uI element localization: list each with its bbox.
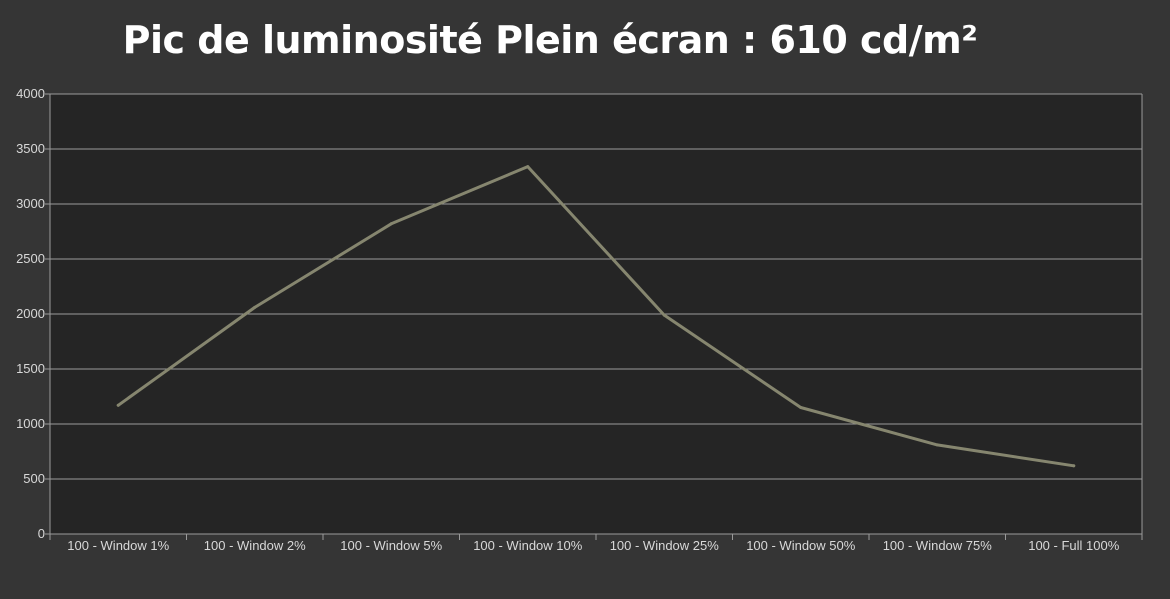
x-tick-label: 100 - Full 100% bbox=[1028, 538, 1119, 553]
x-tick-label: 100 - Window 1% bbox=[67, 538, 169, 553]
data-point bbox=[662, 313, 666, 317]
x-tick-label: 100 - Window 25% bbox=[610, 538, 720, 553]
y-tick-label: 1000 bbox=[16, 416, 45, 431]
y-tick-label: 2500 bbox=[16, 251, 45, 266]
data-point bbox=[389, 222, 393, 226]
x-tick-label: 100 - Window 75% bbox=[883, 538, 993, 553]
y-tick-label: 3000 bbox=[16, 196, 45, 211]
data-point bbox=[799, 406, 803, 409]
y-tick-label: 500 bbox=[23, 471, 45, 486]
series-line bbox=[116, 165, 1076, 468]
x-tick-label: 100 - Window 2% bbox=[204, 538, 306, 553]
y-tick-label: 3500 bbox=[16, 141, 45, 156]
data-point bbox=[935, 443, 939, 447]
x-tick-label: 100 - Window 10% bbox=[473, 538, 583, 553]
data-point bbox=[116, 403, 120, 407]
x-tick-label: 100 - Window 50% bbox=[746, 538, 856, 553]
y-tick-label: 4000 bbox=[16, 86, 45, 101]
data-point bbox=[526, 165, 530, 169]
data-point bbox=[1072, 464, 1076, 468]
y-tick-label: 1500 bbox=[16, 361, 45, 376]
y-tick-label: 0 bbox=[38, 526, 45, 541]
data-point bbox=[253, 305, 257, 309]
y-tick-label: 2000 bbox=[16, 306, 45, 321]
chart-title: Pic de luminosité Plein écran : 610 cd/m… bbox=[122, 18, 978, 62]
x-tick-label: 100 - Window 5% bbox=[340, 538, 442, 553]
